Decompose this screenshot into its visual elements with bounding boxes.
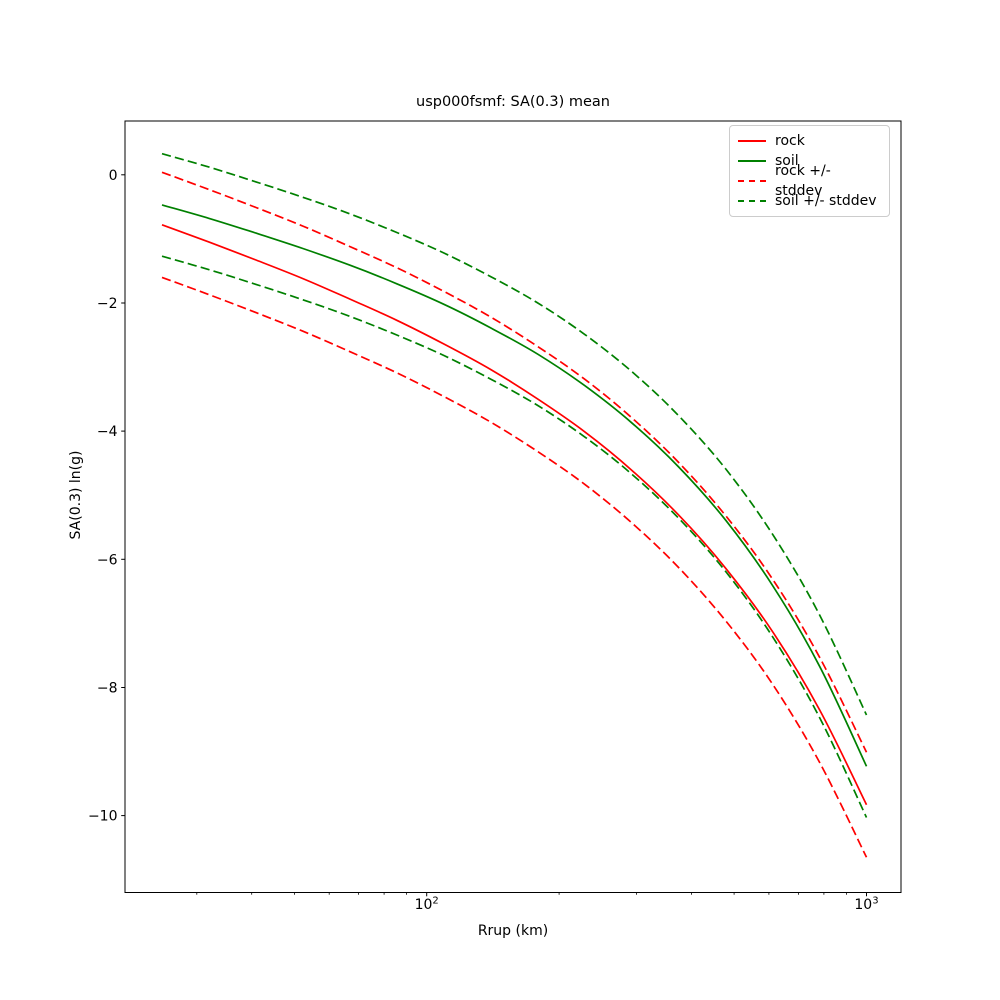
legend-item-soil-stddev: soil +/- stddev xyxy=(738,191,881,211)
chart-title: usp000fsmf: SA(0.3) mean xyxy=(416,94,610,110)
legend-label-soil: soil xyxy=(775,153,799,169)
legend-label-rock: rock xyxy=(775,133,805,149)
legend-line-sample-rock xyxy=(738,140,766,142)
series-rock-stddev xyxy=(161,171,868,753)
legend-line-sample-soil-stddev xyxy=(738,200,766,202)
legend-label-soil-stddev: soil +/- stddev xyxy=(775,193,877,209)
y-tick-label: 0 xyxy=(109,168,118,184)
y-tick-label: −2 xyxy=(97,296,118,312)
x-tick-label: 102 xyxy=(415,896,439,914)
y-axis-label: SA(0.3) ln(g) xyxy=(68,450,84,540)
legend-line-sample-soil xyxy=(738,160,766,162)
series-soil-stddev xyxy=(161,255,868,818)
series-rock-stddev xyxy=(161,276,868,858)
legend-line-sample-rock-stddev xyxy=(738,180,766,182)
legend-label-rock-stddev: rock +/- stddev xyxy=(775,163,831,199)
series-soil xyxy=(161,204,868,767)
y-tick-label: −10 xyxy=(88,809,118,825)
legend-item-rock: rock xyxy=(738,131,881,151)
plot-frame xyxy=(124,120,902,893)
y-tick-label: −6 xyxy=(97,552,118,568)
y-tick-label: −4 xyxy=(97,424,118,440)
y-tick-label: −8 xyxy=(97,681,118,697)
legend-item-soil: soil xyxy=(738,151,881,171)
x-axis-label: Rrup (km) xyxy=(477,923,549,939)
legend: rock soil rock +/- stddev soil +/- stdde… xyxy=(729,125,890,217)
series-soil-stddev xyxy=(161,152,868,716)
series-rock xyxy=(161,224,868,806)
legend-item-rock-stddev: rock +/- stddev xyxy=(738,163,881,199)
x-tick-label: 103 xyxy=(854,896,878,914)
